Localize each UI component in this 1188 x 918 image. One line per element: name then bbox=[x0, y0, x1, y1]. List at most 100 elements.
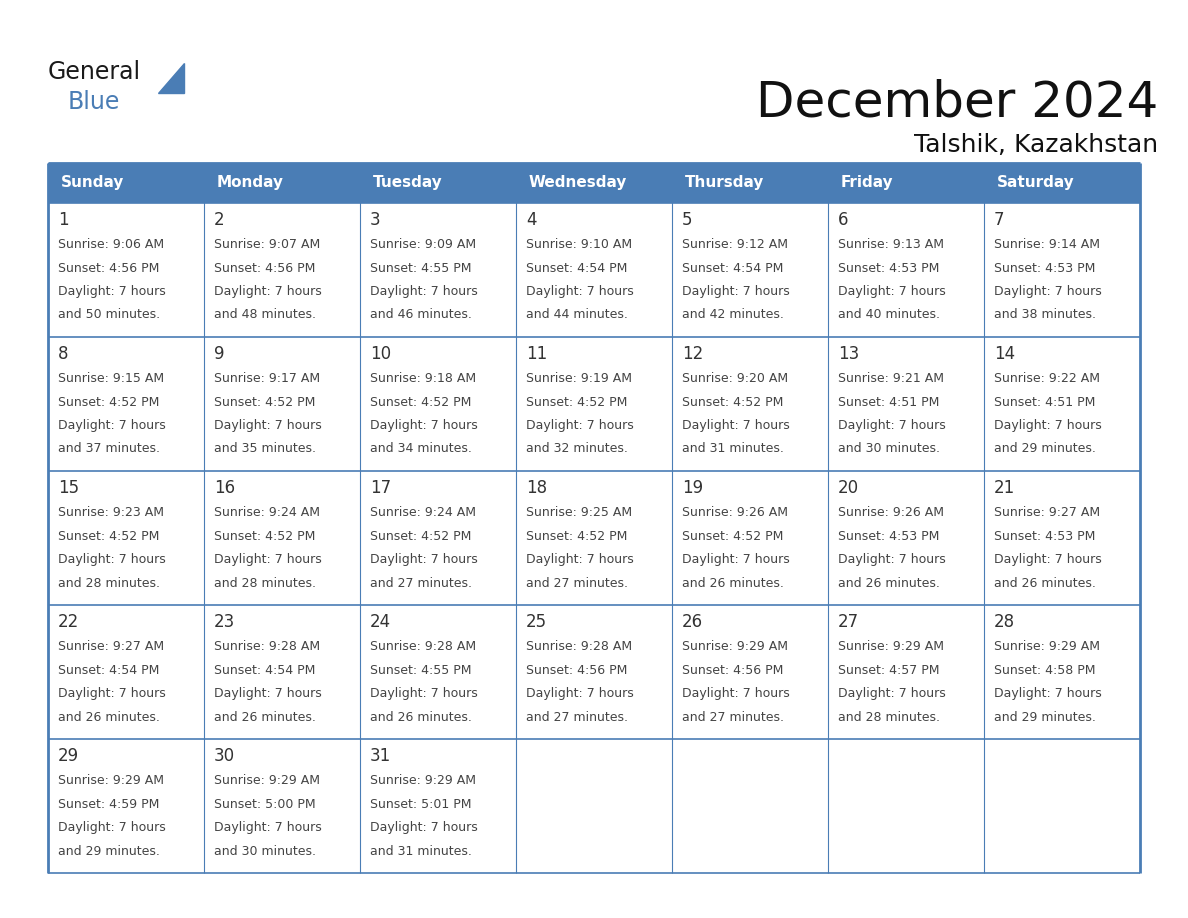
Text: and 46 minutes.: and 46 minutes. bbox=[369, 308, 472, 321]
Bar bbox=[204, 471, 360, 605]
Text: Sunset: 4:55 PM: Sunset: 4:55 PM bbox=[369, 664, 472, 677]
Text: Sunrise: 9:15 AM: Sunrise: 9:15 AM bbox=[58, 372, 164, 385]
Text: 31: 31 bbox=[369, 747, 391, 765]
Text: and 28 minutes.: and 28 minutes. bbox=[214, 577, 316, 589]
Bar bbox=[516, 337, 672, 471]
Bar bbox=[672, 605, 828, 739]
Text: Monday: Monday bbox=[217, 175, 284, 191]
Text: Sunset: 4:54 PM: Sunset: 4:54 PM bbox=[682, 262, 783, 274]
Text: and 29 minutes.: and 29 minutes. bbox=[994, 711, 1095, 723]
Bar bbox=[828, 337, 984, 471]
Text: Sunset: 4:53 PM: Sunset: 4:53 PM bbox=[994, 262, 1095, 274]
Text: Sunrise: 9:22 AM: Sunrise: 9:22 AM bbox=[994, 372, 1100, 385]
Bar bbox=[360, 471, 516, 605]
Text: Sunrise: 9:27 AM: Sunrise: 9:27 AM bbox=[58, 640, 164, 653]
Text: Sunrise: 9:09 AM: Sunrise: 9:09 AM bbox=[369, 238, 476, 251]
Text: Daylight: 7 hours: Daylight: 7 hours bbox=[682, 285, 790, 298]
Text: Sunrise: 9:21 AM: Sunrise: 9:21 AM bbox=[838, 372, 944, 385]
Text: Sunrise: 9:29 AM: Sunrise: 9:29 AM bbox=[214, 774, 320, 787]
Bar bbox=[204, 163, 360, 203]
Text: 11: 11 bbox=[526, 345, 548, 363]
Text: Sunset: 4:52 PM: Sunset: 4:52 PM bbox=[526, 396, 627, 409]
Text: Daylight: 7 hours: Daylight: 7 hours bbox=[994, 553, 1101, 566]
Text: Sunrise: 9:29 AM: Sunrise: 9:29 AM bbox=[994, 640, 1100, 653]
Bar bbox=[360, 163, 516, 203]
Text: Sunset: 4:52 PM: Sunset: 4:52 PM bbox=[369, 396, 472, 409]
Text: Sunset: 4:58 PM: Sunset: 4:58 PM bbox=[994, 664, 1095, 677]
Text: Sunset: 4:52 PM: Sunset: 4:52 PM bbox=[58, 530, 159, 543]
Bar bbox=[672, 337, 828, 471]
Text: Wednesday: Wednesday bbox=[529, 175, 627, 191]
Text: and 32 minutes.: and 32 minutes. bbox=[526, 442, 628, 455]
Text: Daylight: 7 hours: Daylight: 7 hours bbox=[214, 553, 322, 566]
Bar bbox=[828, 471, 984, 605]
Text: Sunset: 4:52 PM: Sunset: 4:52 PM bbox=[369, 530, 472, 543]
Text: Sunrise: 9:12 AM: Sunrise: 9:12 AM bbox=[682, 238, 788, 251]
Text: Sunrise: 9:07 AM: Sunrise: 9:07 AM bbox=[214, 238, 321, 251]
Text: 1: 1 bbox=[58, 211, 69, 229]
Text: and 28 minutes.: and 28 minutes. bbox=[58, 577, 160, 589]
Text: Daylight: 7 hours: Daylight: 7 hours bbox=[838, 687, 946, 700]
Text: and 27 minutes.: and 27 minutes. bbox=[526, 711, 628, 723]
Text: Daylight: 7 hours: Daylight: 7 hours bbox=[214, 285, 322, 298]
Text: 4: 4 bbox=[526, 211, 537, 229]
Bar bbox=[48, 337, 204, 471]
Text: and 48 minutes.: and 48 minutes. bbox=[214, 308, 316, 321]
Text: Daylight: 7 hours: Daylight: 7 hours bbox=[369, 687, 478, 700]
Text: Daylight: 7 hours: Daylight: 7 hours bbox=[526, 553, 633, 566]
Text: Sunset: 5:01 PM: Sunset: 5:01 PM bbox=[369, 798, 472, 811]
Text: Daylight: 7 hours: Daylight: 7 hours bbox=[682, 419, 790, 432]
Bar bbox=[516, 163, 672, 203]
Text: 24: 24 bbox=[369, 613, 391, 631]
Text: Sunrise: 9:24 AM: Sunrise: 9:24 AM bbox=[369, 506, 476, 519]
Bar bbox=[204, 739, 360, 873]
Text: 20: 20 bbox=[838, 479, 859, 497]
Text: Sunrise: 9:27 AM: Sunrise: 9:27 AM bbox=[994, 506, 1100, 519]
Text: Daylight: 7 hours: Daylight: 7 hours bbox=[369, 419, 478, 432]
Text: Sunrise: 9:26 AM: Sunrise: 9:26 AM bbox=[838, 506, 944, 519]
Bar bbox=[672, 471, 828, 605]
Bar bbox=[360, 337, 516, 471]
Text: Thursday: Thursday bbox=[685, 175, 764, 191]
Bar bbox=[516, 203, 672, 337]
Text: 21: 21 bbox=[994, 479, 1016, 497]
Bar bbox=[360, 739, 516, 873]
Text: 10: 10 bbox=[369, 345, 391, 363]
Text: and 34 minutes.: and 34 minutes. bbox=[369, 442, 472, 455]
Text: 5: 5 bbox=[682, 211, 693, 229]
Bar bbox=[828, 739, 984, 873]
Text: General: General bbox=[48, 60, 141, 84]
Text: 12: 12 bbox=[682, 345, 703, 363]
Text: Sunset: 4:52 PM: Sunset: 4:52 PM bbox=[526, 530, 627, 543]
Text: Sunset: 4:54 PM: Sunset: 4:54 PM bbox=[526, 262, 627, 274]
Text: Daylight: 7 hours: Daylight: 7 hours bbox=[682, 553, 790, 566]
Bar bbox=[672, 739, 828, 873]
Bar bbox=[984, 739, 1140, 873]
Text: 3: 3 bbox=[369, 211, 380, 229]
Text: Sunset: 4:53 PM: Sunset: 4:53 PM bbox=[838, 262, 940, 274]
Text: Sunset: 4:52 PM: Sunset: 4:52 PM bbox=[214, 530, 315, 543]
Bar bbox=[984, 471, 1140, 605]
Bar bbox=[516, 605, 672, 739]
Bar bbox=[48, 471, 204, 605]
Text: Daylight: 7 hours: Daylight: 7 hours bbox=[682, 687, 790, 700]
Text: 17: 17 bbox=[369, 479, 391, 497]
Text: and 26 minutes.: and 26 minutes. bbox=[838, 577, 940, 589]
Text: Sunset: 4:52 PM: Sunset: 4:52 PM bbox=[214, 396, 315, 409]
Text: Sunset: 4:54 PM: Sunset: 4:54 PM bbox=[214, 664, 315, 677]
Text: Daylight: 7 hours: Daylight: 7 hours bbox=[994, 687, 1101, 700]
Text: 28: 28 bbox=[994, 613, 1015, 631]
Text: and 44 minutes.: and 44 minutes. bbox=[526, 308, 628, 321]
Text: and 31 minutes.: and 31 minutes. bbox=[369, 845, 472, 857]
Text: Daylight: 7 hours: Daylight: 7 hours bbox=[58, 553, 166, 566]
Bar bbox=[516, 739, 672, 873]
Text: Daylight: 7 hours: Daylight: 7 hours bbox=[214, 687, 322, 700]
Text: 9: 9 bbox=[214, 345, 225, 363]
Text: Sunrise: 9:13 AM: Sunrise: 9:13 AM bbox=[838, 238, 944, 251]
Text: and 27 minutes.: and 27 minutes. bbox=[369, 577, 472, 589]
Text: Sunrise: 9:06 AM: Sunrise: 9:06 AM bbox=[58, 238, 164, 251]
Text: Sunrise: 9:26 AM: Sunrise: 9:26 AM bbox=[682, 506, 788, 519]
Text: 15: 15 bbox=[58, 479, 80, 497]
Text: Daylight: 7 hours: Daylight: 7 hours bbox=[369, 821, 478, 834]
Text: Sunset: 4:52 PM: Sunset: 4:52 PM bbox=[682, 530, 783, 543]
